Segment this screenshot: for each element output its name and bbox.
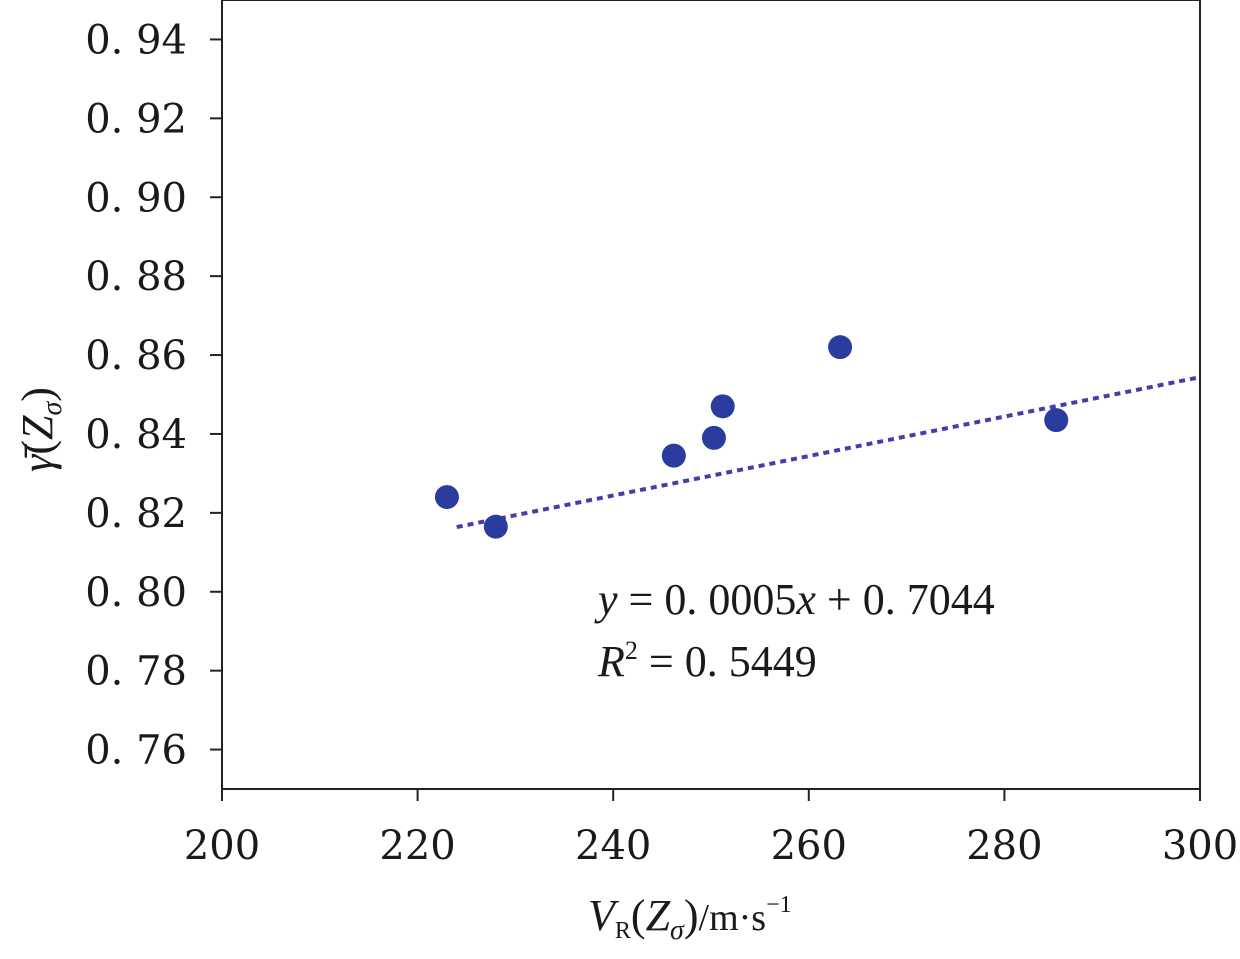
y-axis-ticks: 0. 76 0. 78 0. 80 0. 82 0. 84 0. 86 0. 88 0. 90… [85, 17, 222, 774]
data-point [661, 443, 686, 468]
y-tick-label: 0. 82 [85, 491, 187, 537]
data-point [483, 514, 508, 539]
y-tick-label: 0. 86 [85, 333, 187, 379]
y-tick-label: 0. 80 [85, 570, 187, 616]
data-point [1044, 408, 1069, 433]
x-tick-label: 300 [1162, 823, 1238, 869]
y-tick-label: 0. 94 [85, 17, 187, 63]
x-tick-label: 280 [966, 823, 1042, 869]
x-axis-label: VR(Zσ)/m·s−1 [588, 891, 792, 946]
trendline-group [456, 375, 1201, 530]
data-point [701, 425, 726, 450]
y-tick-label: 0. 76 [85, 728, 187, 774]
r-squared-text: R2 = 0. 5449 [597, 636, 817, 686]
x-axis-ticks: 200 220 240 260 280 300 [184, 789, 1238, 869]
y-tick-label: 0. 92 [85, 96, 187, 142]
y-axis-label: γ̄(Zσ) [13, 387, 68, 472]
data-point [710, 394, 735, 419]
x-tick-label: 200 [184, 823, 260, 869]
y-tick-label: 0. 90 [85, 175, 187, 221]
x-tick-label: 240 [575, 823, 651, 869]
regression-equation: y = 0. 0005x + 0. 7044 [594, 575, 995, 624]
trendline [456, 375, 1201, 530]
y-tick-label: 0. 84 [85, 412, 187, 458]
x-tick-label: 260 [771, 823, 847, 869]
data-point [434, 485, 459, 510]
y-tick-label: 0. 78 [85, 649, 187, 695]
plot-frame [221, 0, 1201, 790]
data-points [434, 335, 1069, 539]
x-tick-label: 220 [379, 823, 455, 869]
data-point [828, 335, 853, 360]
y-tick-label: 0. 88 [85, 254, 187, 300]
